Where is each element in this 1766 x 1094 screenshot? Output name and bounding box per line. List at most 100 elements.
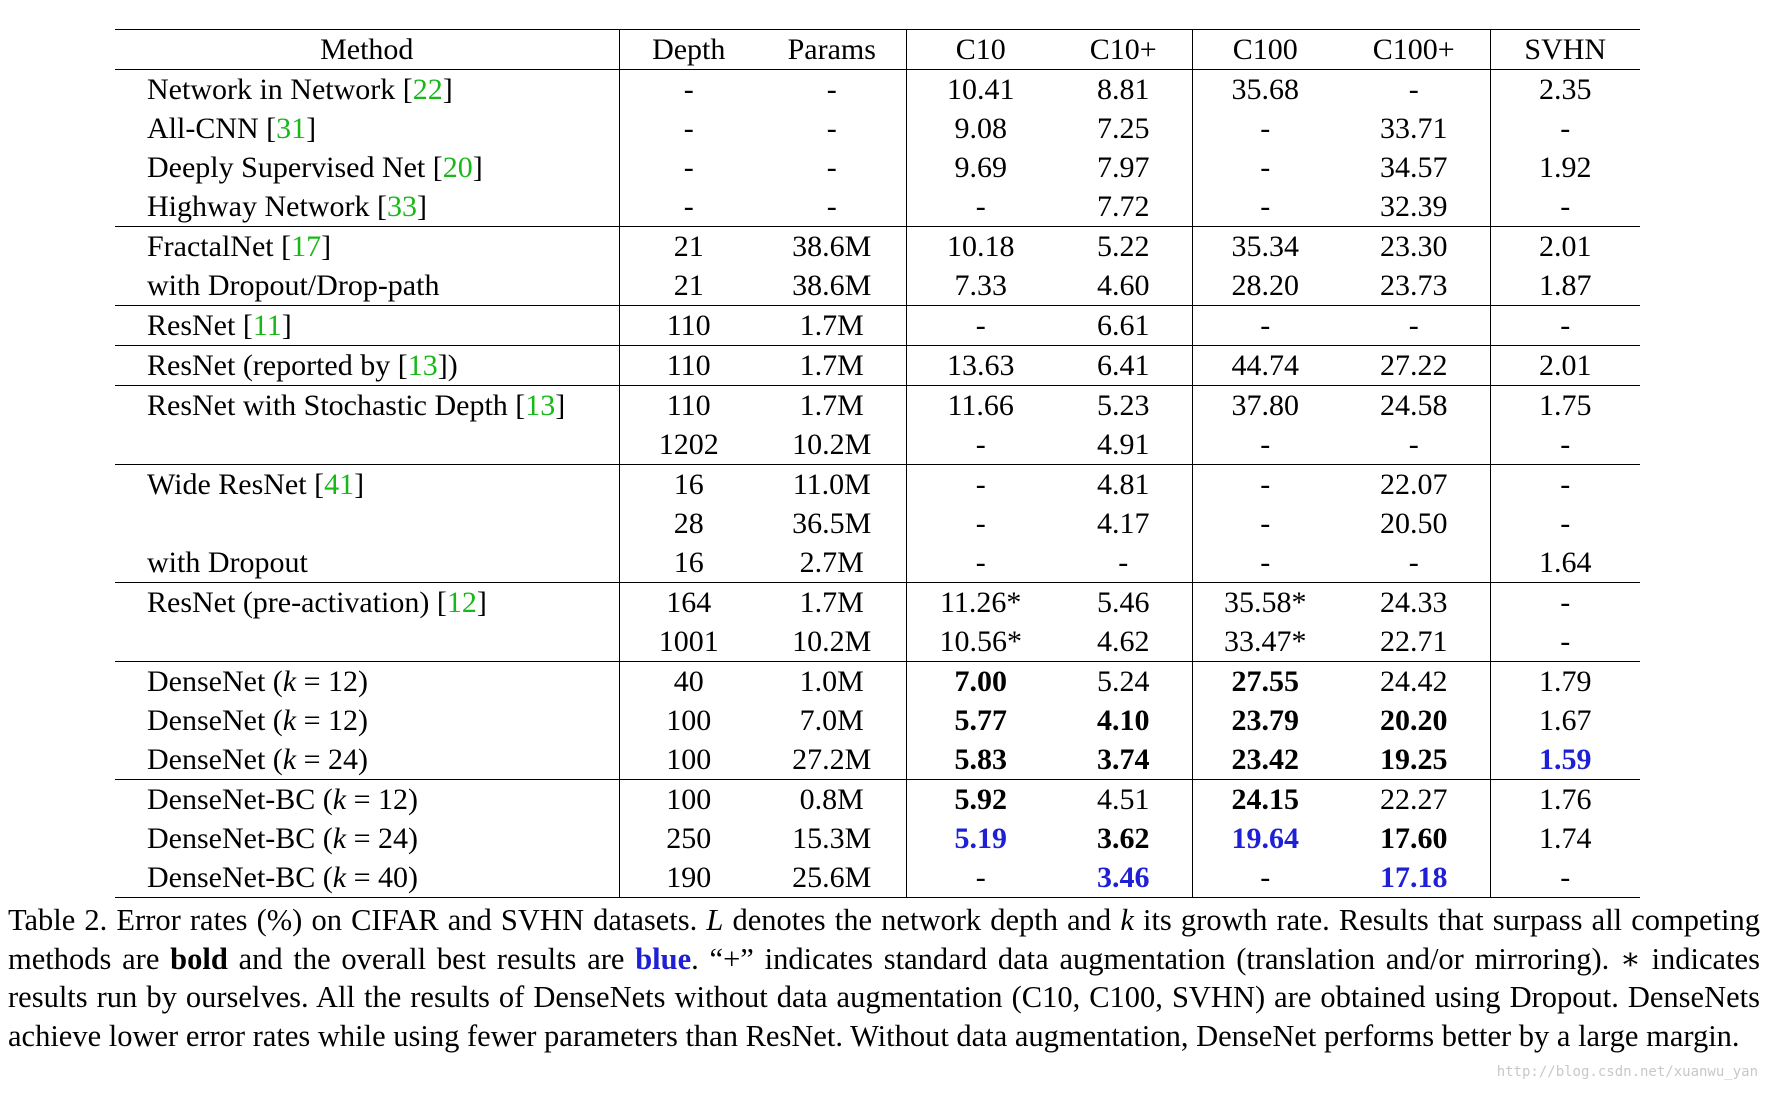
table-row: 28 36.5M - 4.17 - 20.50 - [115, 504, 1640, 543]
header-c100: C100 [1232, 33, 1298, 66]
cell-params: - [758, 187, 907, 227]
cell-params: 1.7M [758, 582, 907, 622]
cell-svhn: - [1560, 428, 1571, 461]
cell-params: 1.0M [758, 661, 907, 701]
table-row: ResNet [11] 110 1.7M -6.61- - - [115, 305, 1640, 346]
results-table: Method Depth Params C10 C10+ C100 C100+ … [115, 29, 1640, 898]
table-row: FractalNet [17] 21 38.6M 10.18 5.22 35.34 23.3… [115, 226, 1640, 266]
cell-c100: - [1192, 464, 1338, 504]
cell-c100p: 22.07 [1338, 464, 1491, 504]
citation-ref[interactable]: 41 [324, 468, 355, 501]
cell-svhn: - [1490, 582, 1640, 622]
cell-c100: 24.15 [1192, 779, 1338, 819]
cell-c100: 35.68 [1231, 73, 1300, 106]
cell-c10p: 8.81 [1055, 69, 1193, 109]
cell-c10p: 3.46 [1055, 858, 1193, 898]
method-cell: ResNet with Stochastic Depth [13] [115, 385, 620, 425]
cell-params: 10.2M [758, 425, 907, 465]
header-depth: Depth [652, 33, 726, 66]
cell-params: 10.2M [758, 622, 907, 662]
table-row: with Dropout 16 2.7M - - - - 1.64 [115, 543, 1640, 583]
cell-c100p: 20.50 [1338, 504, 1491, 543]
cell-c100p: - [1338, 543, 1491, 583]
cell-c10: 9.08 [954, 112, 1008, 145]
cell-depth: 16 [619, 464, 758, 504]
table-row: DenseNet (k = 12) 40 1.0M 7.00 5.24 27.55 24.4… [115, 661, 1640, 701]
cell-svhn: - [1560, 190, 1571, 223]
cell-c10: - [975, 507, 986, 540]
cell-c100p: 20.20 [1338, 701, 1491, 740]
cell-depth: 100 [619, 779, 758, 819]
method-name: ResNet with Stochastic Depth [147, 389, 516, 422]
cell-depth: 21 [619, 226, 758, 266]
cell-svhn: 1.74 [1539, 822, 1592, 855]
method-cell [115, 504, 620, 543]
cell-depth: 16 [673, 546, 704, 579]
cell-c10p: 5.46 [1055, 582, 1193, 622]
method-cell: DenseNet-BC (k = 24) [115, 819, 620, 858]
cell-depth: 1202 [658, 428, 719, 461]
cell-c10p: 4.81 [1055, 464, 1193, 504]
cell-c10p: - [1055, 543, 1193, 583]
cell-params: - [758, 69, 907, 109]
method-cell: ResNet (pre-activation) [12] [115, 582, 620, 622]
cell-c100p: - [1338, 305, 1491, 346]
method-name: FractalNet [147, 230, 282, 263]
cell-c100: - [1260, 190, 1271, 223]
cell-params: 2.7M [758, 543, 907, 583]
growth-rate: 24 [328, 743, 359, 776]
method-cell: Highway Network [33] [115, 187, 620, 227]
cell-c100p: - [1338, 69, 1491, 109]
cell-c10: - [975, 546, 986, 579]
table-row: 1001 10.2M 10.56* 4.62 33.47* 22.71 - [115, 622, 1640, 662]
cell-depth: 100 [666, 704, 712, 737]
cell-c100: 37.80 [1192, 385, 1338, 425]
cell-c100p: 24.58 [1338, 385, 1491, 425]
header-c10-plus: C10+ [1055, 29, 1193, 70]
method-name: All-CNN [147, 112, 267, 145]
table-row: DenseNet-BC (k = 12) 100 0.8M 5.92 4.51 24.15… [115, 779, 1640, 819]
citation-ref[interactable]: 22 [412, 73, 443, 106]
method-cell: ResNet [11] [115, 305, 620, 346]
table-row: Wide ResNet [41] 16 11.0M -4.81-22.07- [115, 464, 1640, 504]
growth-rate: 24 [378, 822, 409, 855]
cell-c100: 28.20 [1231, 269, 1300, 302]
citation-ref[interactable]: 11 [252, 309, 282, 342]
table-row: 1202 10.2M - 4.91 - - - [115, 425, 1640, 465]
header-method: Method [115, 29, 620, 70]
citation-ref[interactable]: 20 [442, 151, 473, 184]
cell-c100p: 22.27 [1338, 779, 1491, 819]
method-name-suffix: ) [447, 349, 458, 382]
cell-svhn: 1.92 [1539, 151, 1592, 184]
citation-ref[interactable]: 13 [525, 389, 556, 422]
cell-c10: 10.41 [947, 73, 1015, 106]
method-cell: Deeply Supervised Net [20] [115, 148, 620, 187]
method-cell: DenseNet (k = 24) [115, 740, 620, 780]
table-row: All-CNN [31] - - 9.08 7.25 - 33.71 - [115, 109, 1640, 148]
cell-c10p: 4.17 [1055, 504, 1193, 543]
cell-c10p: 7.25 [1055, 109, 1193, 148]
cell-svhn: - [1490, 464, 1640, 504]
cell-c100: 19.64 [1231, 822, 1300, 855]
method-cell: DenseNet-BC (k = 12) [115, 779, 620, 819]
citation-ref[interactable]: 33 [386, 190, 417, 223]
citation-ref[interactable]: 12 [446, 586, 477, 619]
cell-c10: 9.69 [954, 151, 1008, 184]
cell-svhn: 2.01 [1490, 345, 1640, 386]
cell-c100: - [1260, 428, 1271, 461]
cell-svhn: 2.35 [1539, 73, 1592, 106]
cell-c100: - [1260, 861, 1271, 894]
cell-c10p: 4.60 [1055, 266, 1193, 306]
citation-ref[interactable]: 17 [291, 230, 322, 263]
citation-ref[interactable]: 31 [276, 112, 307, 145]
cell-svhn: 1.87 [1539, 269, 1592, 302]
table-row: ResNet (pre-activation) [12] 164 1.7M 11.26… [115, 582, 1640, 622]
method-cell: DenseNet-BC (k = 40) [115, 858, 620, 898]
cell-params: 25.6M [758, 858, 907, 898]
cell-c100: 44.74 [1192, 345, 1338, 386]
table-caption: Table 2. Error rates (%) on CIFAR and SV… [8, 901, 1760, 1055]
method-name: with Dropout/Drop-path [147, 269, 440, 302]
citation-ref[interactable]: 13 [407, 349, 438, 382]
cell-depth: 110 [619, 385, 758, 425]
cell-depth: 40 [619, 661, 758, 701]
